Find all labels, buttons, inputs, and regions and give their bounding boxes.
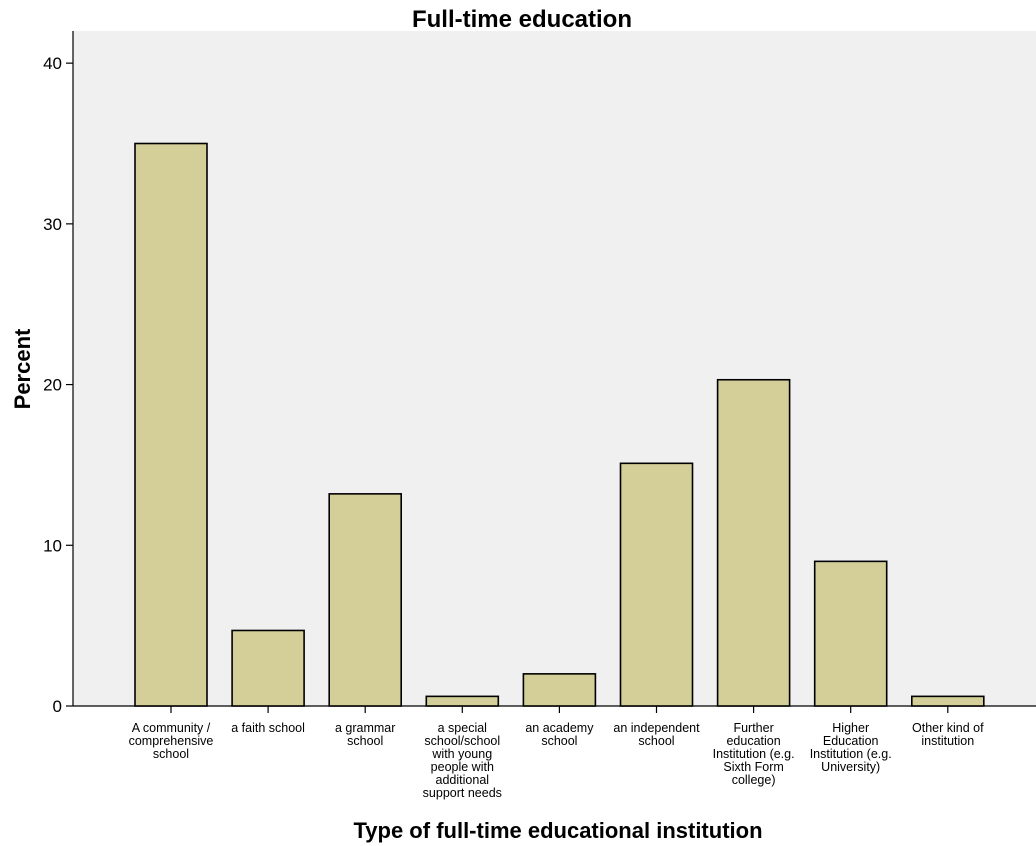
bar <box>425 695 500 707</box>
y-axis-ticks: 0 10 20 30 40 <box>43 54 73 716</box>
bar <box>328 493 403 707</box>
y-axis-title: Percent <box>10 328 35 409</box>
x-tick-label: a grammar school <box>335 721 395 748</box>
x-tick-label: Higher Education Institution (e.g. Universi… <box>810 721 892 774</box>
x-tick-label: Other kind of institution <box>912 721 984 748</box>
x-tick-label: a special school/school with young people w… <box>423 721 502 800</box>
x-axis-tick-labels: A community / comprehensive school a faith … <box>129 706 984 800</box>
bar <box>522 673 597 707</box>
bar <box>134 142 208 707</box>
x-tick-label: an independent school <box>613 721 700 748</box>
y-tick-label: 0 <box>53 697 62 716</box>
y-tick-label: 30 <box>43 215 62 234</box>
x-axis-title: Type of full-time educational institutio… <box>353 818 762 843</box>
bar <box>231 629 305 707</box>
bar <box>716 378 791 707</box>
x-tick-label: an academy school <box>525 721 594 748</box>
chart-title: Full-time education <box>412 6 632 33</box>
y-tick-label: 40 <box>43 54 62 73</box>
plot-area <box>73 31 1036 706</box>
bar <box>619 462 694 707</box>
x-tick-label: a faith school <box>231 721 305 735</box>
y-tick-label: 20 <box>43 376 62 395</box>
x-tick-label: Further education Institution (e.g. Sixth F… <box>713 721 795 787</box>
bar <box>813 560 888 707</box>
y-tick-label: 10 <box>43 536 62 555</box>
x-tick-label: A community / comprehensive school <box>129 721 214 761</box>
bar <box>910 695 985 707</box>
